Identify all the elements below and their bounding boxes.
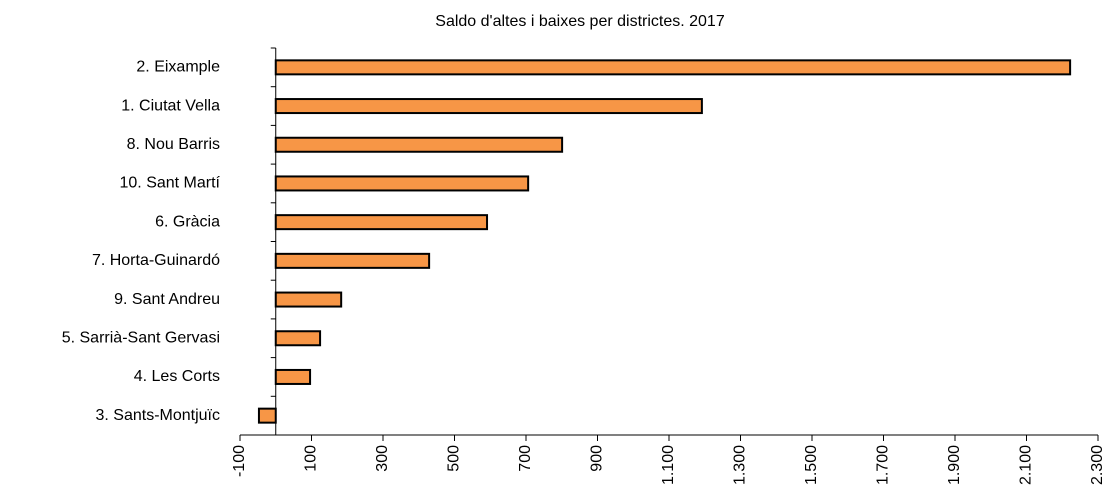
bar xyxy=(274,252,431,269)
x-tick-label: 700 xyxy=(517,445,534,472)
x-tick-label: 2.300 xyxy=(1089,445,1106,485)
bar xyxy=(257,407,277,424)
y-tick-label: 4. Les Corts xyxy=(134,368,220,385)
x-tick-label: -100 xyxy=(231,445,248,477)
bar xyxy=(274,59,1072,76)
x-tick-label: 300 xyxy=(374,445,391,472)
y-tick-label: 7. Horta-Guinardó xyxy=(92,252,220,269)
y-tick-label: 5. Sarrià-Sant Gervasi xyxy=(62,329,220,346)
bar xyxy=(274,175,530,192)
y-tick-label: 6. Gràcia xyxy=(155,213,220,230)
x-tick-label: 2.100 xyxy=(1018,445,1035,485)
bar xyxy=(274,214,489,231)
chart-title: Saldo d'altes i baixes per districtes. 2… xyxy=(435,13,725,30)
x-tick-label: 900 xyxy=(589,445,606,472)
bar xyxy=(274,330,322,347)
y-tick-label: 8. Nou Barris xyxy=(127,136,220,153)
y-tick-label: 9. Sant Andreu xyxy=(114,291,220,308)
y-tick-label: 3. Sants-Montjuïc xyxy=(96,407,221,424)
bar xyxy=(274,136,564,153)
x-tick-label: 1.900 xyxy=(946,445,963,485)
x-tick-label: 100 xyxy=(303,445,320,472)
bar xyxy=(274,368,312,385)
y-tick-label: 2. Eixample xyxy=(136,59,220,76)
x-tick-label: 500 xyxy=(446,445,463,472)
y-tick-label: 1. Ciutat Vella xyxy=(121,97,220,114)
bar xyxy=(274,98,703,115)
y-tick-label: 10. Sant Martí xyxy=(120,175,221,192)
x-tick-label: 1.500 xyxy=(803,445,820,485)
bar xyxy=(274,291,343,308)
x-tick-label: 1.100 xyxy=(660,445,677,485)
x-tick-label: 1.700 xyxy=(875,445,892,485)
x-tick-label: 1.300 xyxy=(732,445,749,485)
